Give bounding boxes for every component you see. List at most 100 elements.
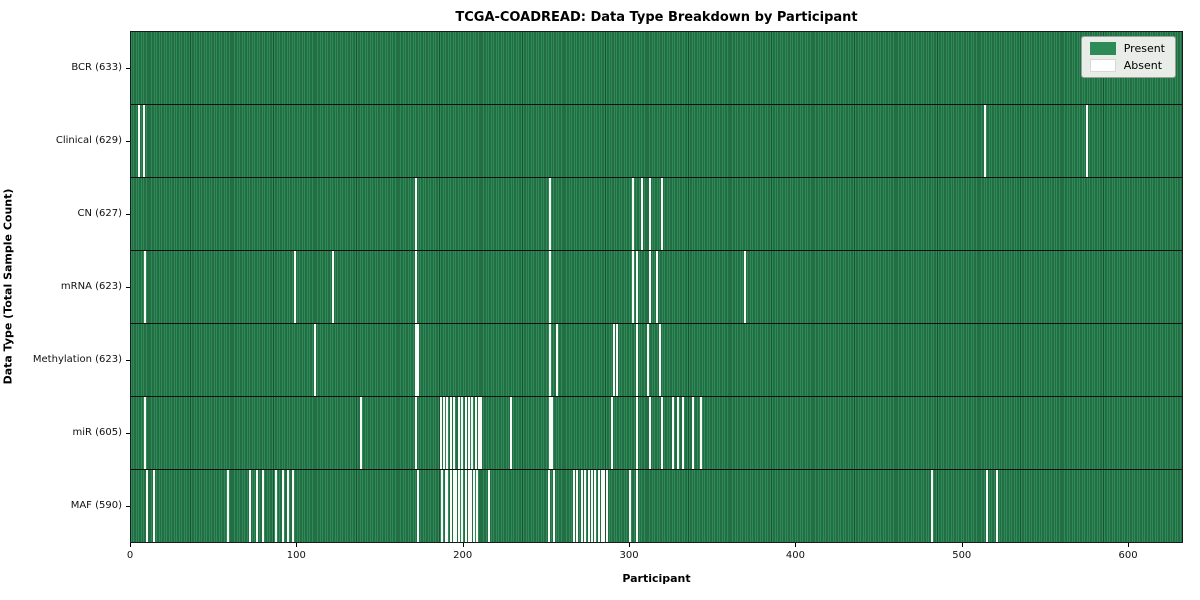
absent-line — [227, 470, 230, 542]
absent-line — [549, 251, 552, 323]
absent-line — [473, 470, 476, 542]
absent-line — [602, 470, 605, 542]
absent-line — [416, 324, 419, 396]
row-BCR — [131, 32, 1182, 104]
x-tick-label: 400 — [785, 550, 805, 561]
y-tick-label: Clinical (629) — [55, 134, 122, 146]
absent-line — [632, 251, 635, 323]
row-mRNA — [131, 250, 1182, 323]
x-tick-mark — [795, 543, 797, 547]
absent-line — [145, 470, 148, 542]
absent-line — [1085, 105, 1088, 177]
absent-line — [478, 397, 480, 469]
absent-line — [931, 470, 934, 542]
y-tick-label: miR (605) — [72, 427, 122, 439]
absent-line — [587, 470, 590, 542]
absent-line — [441, 470, 444, 542]
legend-item-absent: Absent — [1089, 59, 1165, 72]
absent-line — [615, 324, 618, 396]
absent-line — [700, 397, 703, 469]
absent-line — [635, 324, 638, 396]
absent-line — [612, 324, 615, 396]
x-tick-label: 100 — [286, 550, 306, 561]
absent-line — [446, 397, 449, 469]
absent-line — [649, 397, 652, 469]
absent-line — [649, 251, 652, 323]
absent-line — [453, 470, 456, 542]
absent-line — [476, 470, 479, 542]
y-tick-mark — [126, 67, 130, 69]
x-tick-mark — [130, 543, 131, 547]
absent-line — [142, 105, 145, 177]
x-tick-mark — [296, 543, 298, 547]
row-MAF — [131, 469, 1182, 542]
present-swatch-icon — [1089, 42, 1116, 55]
absent-line — [449, 470, 452, 542]
absent-line — [287, 470, 290, 542]
absent-line — [647, 324, 650, 396]
absent-line — [443, 397, 446, 469]
y-tick-label: CN (627) — [77, 207, 122, 219]
absent-line — [461, 470, 464, 542]
absent-line — [464, 470, 467, 542]
absent-line — [444, 470, 447, 542]
absent-line — [580, 470, 583, 542]
absent-line — [996, 470, 999, 542]
absent-line — [144, 251, 147, 323]
absent-line — [658, 324, 661, 396]
absent-line — [293, 251, 296, 323]
absent-line — [655, 251, 658, 323]
absent-line — [640, 178, 643, 250]
absent-line — [649, 178, 652, 250]
absent-line — [474, 397, 477, 469]
absent-line — [453, 397, 456, 469]
y-tick-label: MAF (590) — [70, 500, 122, 512]
y-tick-label: BCR (633) — [71, 61, 122, 73]
y-tick-mark — [126, 506, 130, 508]
absent-line — [635, 397, 638, 469]
y-tick-mark — [126, 213, 130, 215]
x-tick-mark — [1128, 543, 1130, 547]
absent-line — [469, 470, 472, 542]
absent-line — [468, 397, 471, 469]
absent-line — [509, 397, 512, 469]
x-tick-label: 0 — [126, 550, 134, 561]
x-tick-label: 600 — [1118, 550, 1138, 561]
absent-line — [682, 397, 685, 469]
absent-line — [487, 470, 490, 542]
row-Clinical — [131, 104, 1182, 177]
legend-item-present: Present — [1089, 42, 1165, 55]
y-tick-label: mRNA (623) — [60, 281, 122, 292]
absent-line — [313, 324, 316, 396]
absent-line — [137, 105, 140, 177]
absent-swatch-icon — [1089, 59, 1116, 72]
absent-line — [446, 470, 449, 542]
row-miR — [131, 396, 1182, 469]
absent-line — [275, 470, 278, 542]
absent-line — [152, 470, 155, 542]
absent-line — [414, 324, 417, 396]
absent-line — [549, 397, 552, 469]
absent-line — [282, 470, 285, 542]
absent-line — [572, 470, 575, 542]
legend-label-absent: Absent — [1123, 59, 1163, 72]
absent-line — [597, 470, 600, 542]
chart-title: TCGA-COADREAD: Data Type Breakdown by Pa… — [455, 10, 858, 25]
row-CN — [131, 177, 1182, 250]
x-tick-label: 300 — [619, 550, 639, 561]
absent-line — [461, 397, 464, 469]
absent-line — [449, 397, 452, 469]
legend-label-present: Present — [1123, 42, 1165, 55]
absent-line — [292, 470, 295, 542]
absent-line — [479, 397, 482, 469]
absent-line — [610, 397, 613, 469]
absent-line — [984, 105, 987, 177]
absent-line — [600, 470, 603, 542]
absent-line — [144, 397, 147, 469]
absent-line — [454, 470, 457, 542]
legend: Present Absent — [1080, 36, 1176, 78]
absent-line — [464, 397, 467, 469]
absent-line — [416, 470, 419, 542]
absent-line — [439, 397, 442, 469]
absent-line — [692, 397, 695, 469]
